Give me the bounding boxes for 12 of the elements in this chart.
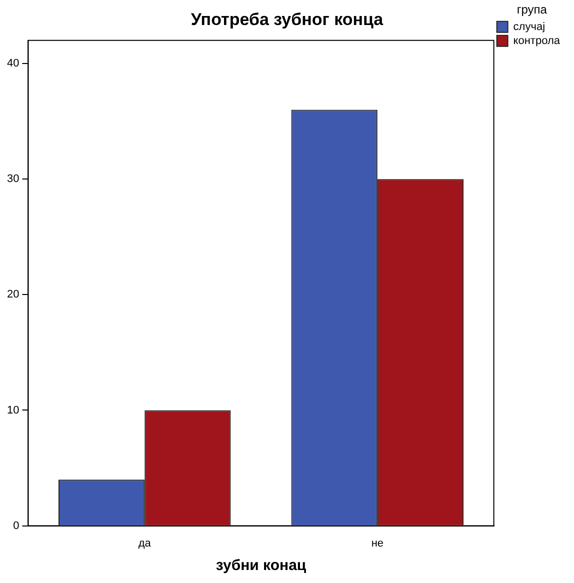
x-tick-label: не xyxy=(371,537,384,550)
y-tick-label: 10 xyxy=(6,404,20,416)
x-tick-label: да xyxy=(138,537,152,550)
legend-label: контрола xyxy=(513,34,561,47)
legend-label: случај xyxy=(513,20,546,33)
chart-title: Употреба зубног конца xyxy=(190,10,384,29)
y-tick-label: 0 xyxy=(13,520,20,532)
y-tick-label: 20 xyxy=(6,288,20,301)
y-tick-label: 30 xyxy=(6,173,20,186)
legend-title: група xyxy=(516,2,548,16)
x-axis-title: зубни конац xyxy=(216,557,307,574)
y-tick-label: 40 xyxy=(6,58,20,70)
